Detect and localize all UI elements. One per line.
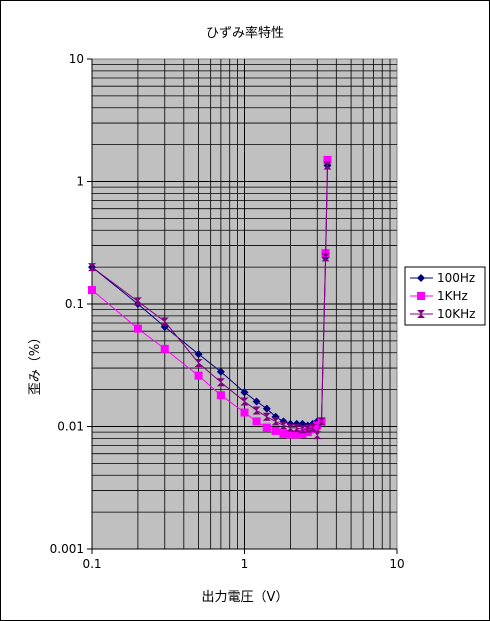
data-point <box>313 431 322 440</box>
x-tick-label: 10 <box>389 557 404 571</box>
y-tick-label: 0.1 <box>65 297 84 311</box>
data-point <box>262 412 271 421</box>
data-point <box>88 263 96 272</box>
legend: 100Hz 1KHz 10KHz <box>404 266 486 326</box>
data-point <box>262 404 271 413</box>
data-point <box>216 391 225 400</box>
data-point <box>252 406 261 415</box>
data-point <box>308 423 317 432</box>
data-point <box>133 324 142 333</box>
data-point <box>262 423 271 432</box>
data-point <box>279 429 288 438</box>
data-point <box>298 429 307 438</box>
y-axis-title: 歪み（%） <box>28 331 43 395</box>
y-tick-label: 1 <box>76 175 84 189</box>
x-tick-label: 1 <box>241 557 249 571</box>
x-axis-title: 出力電圧（V） <box>202 590 289 605</box>
series-10KHz <box>88 161 332 440</box>
chart-title: ひずみ率特性 <box>206 25 284 41</box>
data-point <box>292 430 301 439</box>
data-point <box>194 350 203 359</box>
data-point <box>292 424 301 433</box>
data-point <box>216 378 225 387</box>
legend-marker <box>417 292 425 300</box>
data-point <box>286 423 295 432</box>
legend-marker <box>417 274 425 282</box>
legend-label: 10KHz <box>437 307 475 321</box>
data-point <box>252 397 261 406</box>
legend-marker <box>417 310 425 318</box>
grid-lines <box>92 59 397 549</box>
data-point <box>286 430 295 439</box>
data-point <box>240 408 249 417</box>
data-point <box>240 397 249 406</box>
data-point <box>252 417 261 426</box>
legend-label: 1KHz <box>437 289 468 303</box>
data-point <box>271 426 280 435</box>
data-point <box>240 388 249 397</box>
y-tick-label: 10 <box>69 52 84 66</box>
data-point <box>323 161 332 170</box>
data-point <box>323 155 332 164</box>
data-point <box>160 317 169 326</box>
data-point <box>317 417 326 426</box>
y-tick-label: 0.001 <box>50 542 84 556</box>
data-point <box>88 286 96 295</box>
y-tick-label: 0.01 <box>57 420 84 434</box>
data-point <box>271 417 280 426</box>
x-tick-label: 0.1 <box>82 557 101 571</box>
data-point <box>194 358 203 367</box>
data-point <box>133 297 142 306</box>
data-point <box>298 425 307 434</box>
data-point <box>160 344 169 353</box>
data-point <box>216 367 225 376</box>
legend-label: 100Hz <box>437 271 475 285</box>
data-point <box>321 253 330 262</box>
data-point <box>194 371 203 380</box>
data-point <box>313 421 322 430</box>
data-point <box>279 421 288 430</box>
